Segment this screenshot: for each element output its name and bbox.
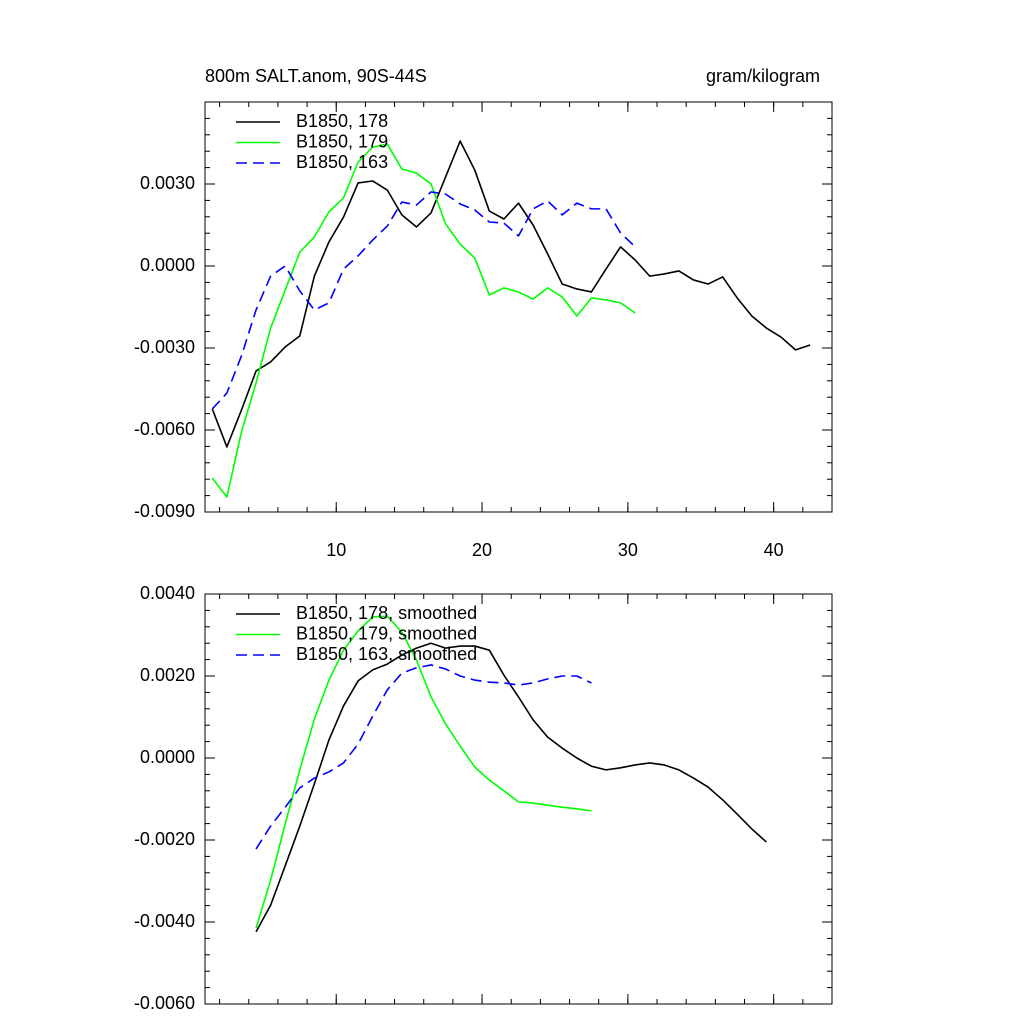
legend-label: B1850, 163 [296,152,388,172]
legend-label: B1850, 179 [296,131,388,151]
plot-frame [204,101,833,513]
data-line [255,615,592,929]
data-line [211,143,636,498]
y-tick-label: -0.0090 [134,501,195,521]
y-tick-label: -0.0020 [134,829,195,849]
y-tick-label: 0.0000 [140,747,195,767]
chart-title: 800m SALT.anom, 90S-44S [205,66,427,86]
x-tick-label: 30 [618,540,638,560]
units-label: gram/kilogram [706,66,820,86]
y-tick-label: -0.0060 [134,993,195,1013]
y-tick-label: 0.0030 [140,173,195,193]
x-tick-label: 40 [764,540,784,560]
y-tick-label: -0.0040 [134,911,195,931]
y-tick-label: 0.0000 [140,255,195,275]
plot-frame [204,593,833,1005]
data-line [255,642,767,933]
legend-label: B1850, 179, smoothed [296,623,477,643]
data-line [255,664,592,850]
y-tick-label: -0.0060 [134,419,195,439]
y-tick-label: 0.0040 [140,583,195,603]
legend-label: B1850, 178 [296,111,388,131]
legend-label: B1850, 163, smoothed [296,644,477,664]
x-tick-label: 10 [326,540,346,560]
data-line [211,140,811,448]
data-line [211,191,636,410]
legend-label: B1850, 178, smoothed [296,603,477,623]
y-tick-label: -0.0030 [134,337,195,357]
x-tick-label: 20 [472,540,492,560]
y-tick-label: 0.0020 [140,665,195,685]
